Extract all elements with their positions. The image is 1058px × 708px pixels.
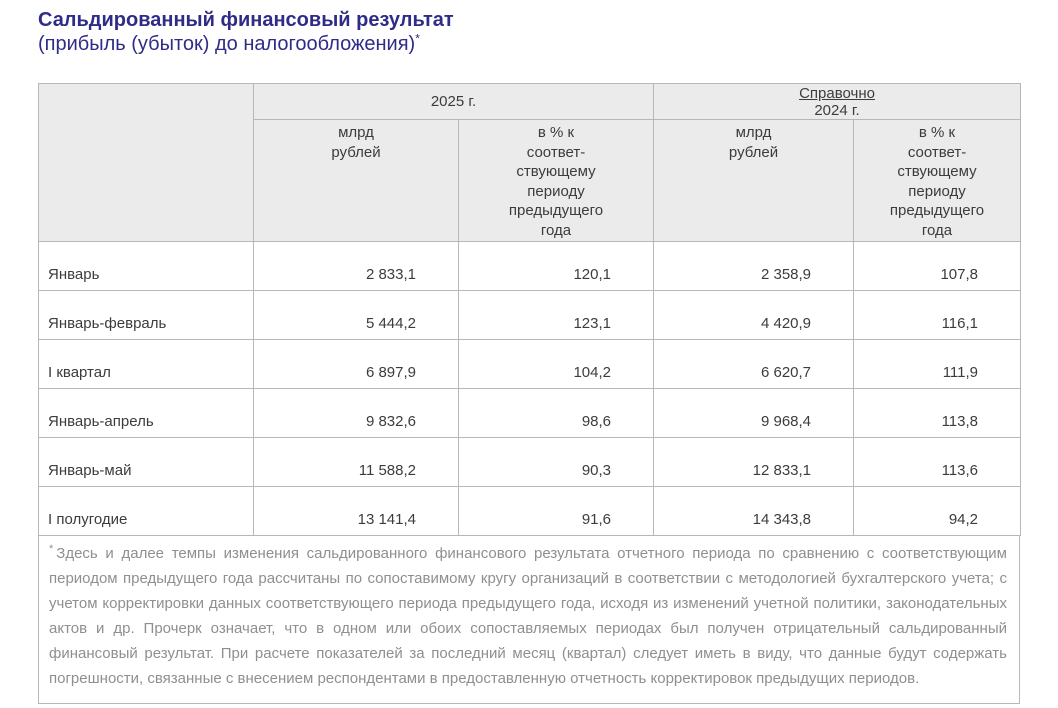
value-2024-bln: 4 420,9	[653, 290, 855, 340]
value-2024-bln: 2 358,9	[653, 241, 855, 291]
title-footnote-marker: *	[415, 31, 420, 46]
value-2024-bln: 6 620,7	[653, 339, 855, 389]
value-2025-bln: 5 444,2	[253, 290, 459, 340]
table-header: 2025 г. Справочно 2024 г. млрд рублей в …	[38, 83, 1022, 242]
value-2025-pct: 91,6	[457, 486, 655, 536]
value-2025-pct: 90,3	[457, 437, 655, 487]
header-2024-pct: в % к соответ- ствующему периоду предыду…	[853, 119, 1022, 242]
value-2025-bln: 6 897,9	[253, 339, 459, 389]
value-2025-pct: 104,2	[457, 339, 655, 389]
table-subheader-row: млрд рублей в % к соответ- ствующему пер…	[39, 119, 1022, 242]
period-label: Январь-февраль	[38, 290, 254, 340]
value-2025-bln: 11 588,2	[253, 437, 459, 487]
value-2024-pct: 107,8	[853, 241, 1022, 291]
table-row: Январь 2 833,1 120,1 2 358,9 107,8	[38, 241, 1022, 291]
table-row: Январь-апрель 9 832,6 98,6 9 968,4 113,8	[38, 388, 1022, 438]
header-2025-pct: в % к соответ- ствующему периоду предыду…	[457, 119, 655, 242]
value-2024-pct: 111,9	[853, 339, 1022, 389]
footnote-text: Здесь и далее темпы изменения сальдирова…	[49, 545, 1007, 687]
period-label: I полугодие	[38, 486, 254, 536]
value-2024-bln: 9 968,4	[653, 388, 855, 438]
column-group-2025: 2025 г.	[252, 83, 655, 120]
value-2025-bln: 13 141,4	[253, 486, 459, 536]
table-row: I полугодие 13 141,4 91,6 14 343,8 94,2	[38, 486, 1022, 536]
table-row: I квартал 6 897,9 104,2 6 620,7 111,9	[38, 339, 1022, 389]
period-label: Январь-май	[38, 437, 254, 487]
footnote-marker: *	[49, 543, 54, 555]
value-2025-bln: 2 833,1	[253, 241, 459, 291]
table-row: Январь-май 11 588,2 90,3 12 833,1 113,6	[38, 437, 1022, 487]
value-2025-pct: 123,1	[457, 290, 655, 340]
column-group-2024-note: Справочно	[799, 84, 875, 102]
page-subtitle: (прибыль (убыток) до налогообложения)*	[38, 32, 1020, 56]
period-label: Январь	[38, 241, 254, 291]
value-2024-pct: 116,1	[853, 290, 1022, 340]
value-2024-pct: 113,8	[853, 388, 1022, 438]
table-header-group-row: 2025 г. Справочно 2024 г.	[38, 83, 1022, 242]
value-2024-pct: 94,2	[853, 486, 1022, 536]
value-2025-pct: 120,1	[457, 241, 655, 291]
header-2025-bln-rub: млрд рублей	[253, 119, 459, 242]
footnote: * Здесь и далее темпы изменения сальдиров…	[38, 536, 1020, 704]
period-label: I квартал	[38, 339, 254, 389]
value-2025-bln: 9 832,6	[253, 388, 459, 438]
column-group-2025-label: 2025 г.	[430, 93, 477, 110]
page-title: Сальдированный финансовый результат	[38, 9, 454, 31]
value-2024-bln: 14 343,8	[653, 486, 855, 536]
column-group-2024: Справочно 2024 г.	[653, 83, 1022, 120]
financial-results-table: 2025 г. Справочно 2024 г. млрд рублей в …	[38, 83, 1022, 536]
table-body: Январь 2 833,1 120,1 2 358,9 107,8 Январ…	[38, 241, 1022, 536]
column-group-2024-label: 2024 г.	[814, 101, 860, 119]
page-subtitle-text: (прибыль (убыток) до налогообложения)	[38, 33, 416, 55]
header-2024-bln-rub: млрд рублей	[653, 119, 855, 242]
value-2025-pct: 98,6	[457, 388, 655, 438]
corner-cell	[38, 83, 254, 242]
table-row: Январь-февраль 5 444,2 123,1 4 420,9 116…	[38, 290, 1022, 340]
value-2024-bln: 12 833,1	[653, 437, 855, 487]
period-label: Январь-апрель	[38, 388, 254, 438]
value-2024-pct: 113,6	[853, 437, 1022, 487]
